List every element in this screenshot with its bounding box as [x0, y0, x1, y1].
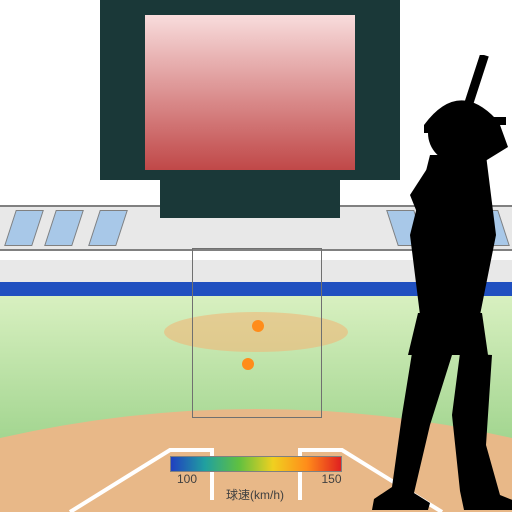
colorscale-ticks: 100150: [170, 472, 340, 486]
colorscale-bar: [170, 456, 342, 472]
pitch-marker: [252, 320, 264, 332]
pitch-chart-canvas: 100150 球速(km/h): [0, 0, 512, 512]
pitch-marker: [242, 358, 254, 370]
strike-zone: [192, 248, 322, 418]
colorscale-label: 球速(km/h): [170, 486, 340, 503]
colorscale: 100150 球速(km/h): [170, 456, 340, 503]
batter-silhouette: [310, 55, 512, 510]
